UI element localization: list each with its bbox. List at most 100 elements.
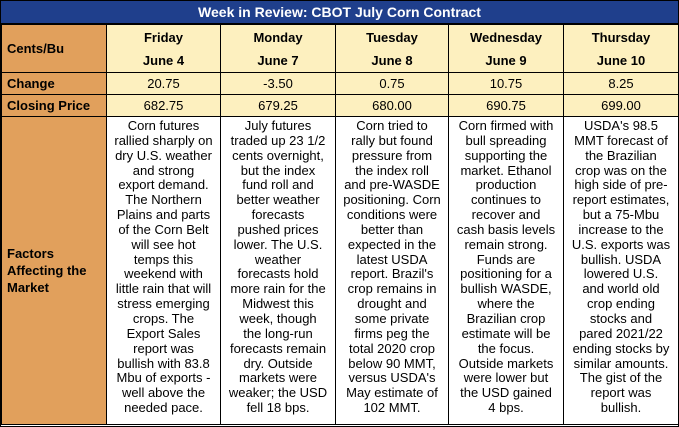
header-row: Cents/Bu Friday June 4 Monday June 7 Tuesd…	[1, 24, 679, 73]
factors-line: forecasts remain	[229, 340, 327, 356]
factors-line: of the Corn Belt	[118, 221, 209, 237]
factors-line: remain strong.	[464, 236, 548, 252]
factors-line: weather	[254, 251, 302, 267]
factors-text: Corn futures rallied sharply on dry U.S. w…	[106, 116, 221, 425]
factors-line: firms peg the	[354, 325, 430, 341]
factors-line: were lower but	[463, 370, 549, 386]
factors-line: ending stocks by	[572, 340, 670, 356]
change-value: 10.75	[448, 72, 564, 95]
factors-line: dry. Outside	[243, 355, 313, 371]
change-value: 20.75	[106, 72, 221, 95]
factors-line: crop ending	[587, 296, 655, 312]
factors-line: report was	[590, 385, 652, 401]
factors-line: pared 2021/22	[579, 325, 663, 341]
factors-line: needed pace.	[124, 400, 203, 416]
change-label: Change	[1, 72, 107, 95]
units-label: Cents/Bu	[1, 24, 107, 73]
factors-line: market. Ethanol	[460, 162, 552, 178]
factors-line: bullish with 83.8	[117, 355, 210, 371]
factors-line: Brazilian crop	[466, 310, 546, 326]
factors-line: forecasts	[251, 207, 305, 223]
factors-line: Mbu of exports -	[116, 370, 211, 386]
factors-line: total 2020 crop	[348, 340, 435, 356]
factors-line: expected in the	[347, 236, 437, 252]
factors-text: Corn firmed with bull spreading supporting…	[448, 116, 564, 425]
factors-line: fell 18 bps.	[246, 400, 310, 416]
factors-line: the Brazilian	[585, 147, 657, 163]
factors-line: temps this	[133, 251, 194, 267]
factors-line: increase to the	[578, 221, 664, 237]
factors-text: USDA's 98.5 MMT forecast of the Brazilian c…	[563, 116, 679, 425]
table-title: Week in Review: CBOT July Corn Contract	[1, 1, 678, 24]
factors-line: 4 bps.	[488, 400, 524, 416]
closing-value: 682.75	[106, 94, 221, 117]
factors-line: 102 MMT.	[363, 400, 421, 416]
factors-line: stocks and	[589, 310, 653, 326]
day-date: June 9	[485, 53, 527, 68]
closing-label: Closing Price	[1, 94, 107, 117]
factors-line: stress emerging	[117, 296, 210, 312]
factors-line: Outside markets	[458, 355, 554, 371]
factors-line: well above the	[121, 385, 206, 401]
day-name: Friday	[143, 30, 183, 45]
factors-label-line: Affecting the	[7, 263, 87, 278]
factors-line: Plains and parts	[116, 207, 211, 223]
change-row: Change 20.75 -3.50 0.75 10.75 8.25	[1, 72, 679, 95]
factors-line: Corn futures	[127, 118, 200, 133]
factors-line: export demand.	[118, 177, 209, 193]
factors-line: week, though	[239, 310, 317, 326]
factors-line: positioning for a	[460, 266, 552, 282]
factors-line: and world old	[582, 281, 660, 297]
factors-line: but a 75-Mbu	[582, 207, 660, 223]
factors-line: U.S. exports was	[571, 236, 671, 252]
factors-text: July futures traded up 23 1/2 cents overni…	[220, 116, 336, 425]
factors-label-line: Market	[7, 280, 49, 295]
day-date: June 4	[142, 53, 185, 68]
factors-line: supporting the	[464, 147, 548, 163]
factors-line: rallied sharply on	[114, 132, 213, 148]
factors-line: Midwest this	[242, 296, 314, 312]
factors-line: production	[475, 177, 537, 193]
day-name: Thursday	[591, 30, 651, 45]
factors-line: cash basis levels	[456, 221, 556, 237]
day-name: Wednesday	[469, 30, 542, 45]
day-header: Tuesday June 8	[335, 24, 449, 73]
factors-line: MMT forecast of	[574, 132, 668, 148]
change-value: 0.75	[335, 72, 449, 95]
day-header: Monday June 7	[220, 24, 336, 73]
factors-line: versus USDA's	[348, 370, 436, 386]
factors-line: recover and	[471, 207, 541, 223]
factors-line: better than	[360, 221, 424, 237]
factors-line: cents overnight,	[232, 147, 324, 163]
factors-line: crop remains in	[347, 281, 437, 297]
factors-line: lowered U.S.	[583, 266, 659, 282]
factors-line: lower. The U.S.	[233, 236, 323, 252]
factors-line: pressure from	[351, 147, 433, 163]
factors-line: rally but found	[351, 132, 433, 148]
factors-line: drought and	[357, 296, 427, 312]
closing-value: 690.75	[448, 94, 564, 117]
closing-value: 679.25	[220, 94, 336, 117]
factors-line: but the index	[240, 162, 316, 178]
day-name: Tuesday	[366, 30, 418, 45]
closing-value: 680.00	[335, 94, 449, 117]
factors-line: report estimates,	[572, 192, 670, 208]
factors-line: the USD gained	[460, 385, 552, 401]
factors-line: fund roll and	[242, 177, 314, 193]
factors-line: weekend with	[124, 266, 203, 282]
factors-line: the long-run	[243, 325, 313, 341]
factors-line: forecasts hold	[237, 266, 319, 282]
day-date: June 8	[371, 53, 413, 68]
closing-value: 699.00	[563, 94, 679, 117]
day-header: Thursday June 10	[563, 24, 679, 73]
factors-line: July futures	[244, 118, 312, 133]
factors-line: more rain for the	[230, 281, 326, 297]
factors-line: conditions were	[346, 207, 438, 223]
factors-line: dry U.S. weather	[115, 147, 212, 163]
factors-line: latest USDA	[356, 251, 428, 267]
factors-line: The gist of the	[579, 370, 663, 386]
factors-line: The Northern	[125, 192, 202, 208]
factors-line: Export Sales	[126, 325, 201, 341]
factors-line: pushed prices	[237, 221, 319, 237]
day-header: Friday June 4	[106, 24, 221, 73]
